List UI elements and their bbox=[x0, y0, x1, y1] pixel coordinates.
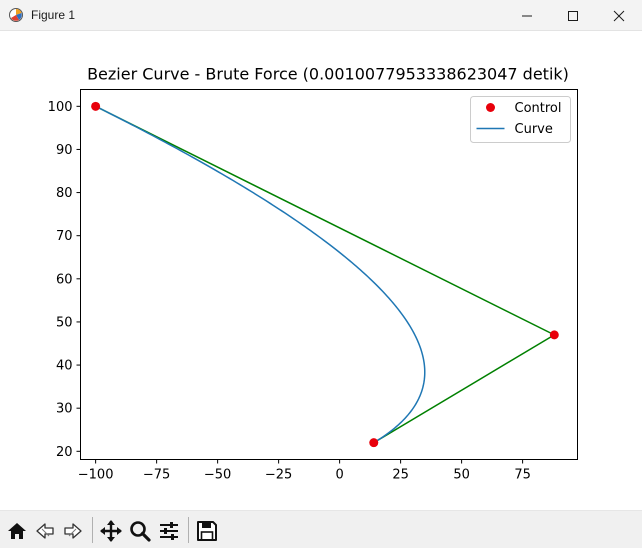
control-point bbox=[91, 101, 101, 111]
control-point bbox=[549, 330, 559, 340]
x-tick-label: −25 bbox=[265, 468, 292, 483]
maximize-icon bbox=[568, 10, 578, 21]
close-icon bbox=[613, 10, 625, 21]
bezier-chart: Bezier Curve - Brute Force (0.0010077953… bbox=[48, 65, 578, 483]
control-polygon-segment bbox=[373, 334, 555, 444]
y-tick-label: 30 bbox=[56, 402, 73, 417]
x-tick-label: −100 bbox=[78, 468, 114, 483]
y-tick-label: 50 bbox=[56, 315, 73, 330]
x-tick-label: −75 bbox=[143, 468, 170, 483]
x-tick-label: 25 bbox=[392, 468, 409, 483]
save-button[interactable] bbox=[194, 518, 220, 544]
x-tick-label: 75 bbox=[514, 468, 531, 483]
legend-label-control: Control bbox=[515, 101, 562, 116]
control-polygon-segment bbox=[95, 105, 555, 336]
zoom-icon bbox=[130, 521, 151, 542]
x-tick-label: 50 bbox=[453, 468, 470, 483]
configure-subplots-button[interactable] bbox=[156, 518, 182, 544]
legend-marker-control bbox=[486, 103, 495, 112]
y-tick-label: 40 bbox=[56, 359, 73, 374]
y-tick-label: 100 bbox=[48, 100, 73, 115]
maximize-button[interactable] bbox=[550, 0, 596, 31]
window-titlebar: Figure 1 bbox=[0, 0, 642, 31]
home-button[interactable] bbox=[4, 518, 30, 544]
zoom-button[interactable] bbox=[127, 518, 153, 544]
forward-button[interactable] bbox=[60, 518, 86, 544]
pan-button[interactable] bbox=[98, 518, 124, 544]
bezier-curve-line bbox=[95, 105, 426, 444]
toolbar-separator bbox=[92, 517, 93, 543]
legend-box bbox=[470, 96, 571, 143]
forward-arrow-icon bbox=[64, 523, 82, 539]
control-point bbox=[369, 438, 379, 448]
axes-frame bbox=[80, 89, 578, 460]
home-icon bbox=[8, 523, 26, 539]
y-tick-label: 20 bbox=[56, 445, 73, 460]
window-title: Figure 1 bbox=[31, 8, 76, 22]
pan-icon bbox=[100, 520, 122, 542]
chart-title: Bezier Curve - Brute Force (0.0010077953… bbox=[87, 65, 569, 84]
minimize-icon bbox=[522, 15, 532, 16]
figure-canvas[interactable]: Bezier Curve - Brute Force (0.0010077953… bbox=[0, 31, 642, 510]
legend-label-curve: Curve bbox=[515, 122, 553, 137]
minimize-button[interactable] bbox=[504, 0, 550, 31]
close-button[interactable] bbox=[596, 0, 642, 31]
navigation-toolbar bbox=[0, 510, 642, 548]
y-tick-label: 80 bbox=[56, 186, 73, 201]
back-arrow-icon bbox=[36, 523, 54, 539]
y-tick-label: 70 bbox=[56, 229, 73, 244]
toolbar-separator bbox=[188, 517, 189, 543]
save-icon bbox=[197, 521, 217, 541]
x-tick-label: −50 bbox=[204, 468, 231, 483]
back-button[interactable] bbox=[32, 518, 58, 544]
y-tick-label: 60 bbox=[56, 272, 73, 287]
matplotlib-figure-icon bbox=[9, 8, 23, 22]
configure-subplots-icon bbox=[160, 522, 178, 540]
y-tick-label: 90 bbox=[56, 143, 73, 158]
x-tick-label: 0 bbox=[335, 468, 343, 483]
